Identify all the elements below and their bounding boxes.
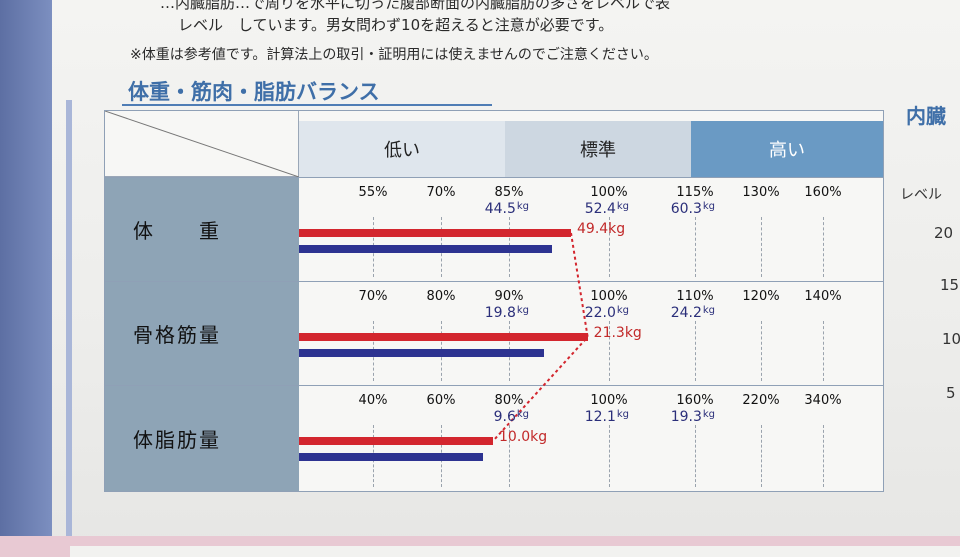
header-low: 低い [299, 121, 505, 177]
side-level-10: 10 [942, 330, 960, 348]
measured-value-bar [299, 333, 588, 341]
reference-kg-unit: kg [516, 409, 529, 420]
percent-tick-label: 100% [590, 289, 628, 304]
percent-tick-label: 120% [742, 289, 780, 304]
reference-kg-value: 44.5 [484, 201, 516, 217]
reference-kg-unit: kg [516, 305, 529, 316]
grid-line [695, 425, 696, 487]
reference-kg-value: 22.0 [584, 305, 616, 321]
percent-tick-label: 340% [804, 393, 842, 408]
reference-kg-label: 44.5kg [485, 201, 529, 217]
comparison-bar [299, 245, 552, 253]
row-divider [105, 177, 883, 178]
grid-line [509, 425, 510, 487]
percent-tick-label: 110% [676, 289, 714, 304]
grid-line [695, 321, 696, 381]
side-level-20: 20 [934, 224, 954, 242]
reference-kg-value: 12.1 [584, 409, 616, 425]
reference-kg-label: 9.6kg [494, 409, 529, 425]
reference-kg-unit: kg [616, 305, 629, 316]
percent-tick-label: 80% [426, 289, 456, 304]
percent-tick-label: 85% [494, 185, 524, 200]
reference-kg-label: 22.0kg [585, 305, 629, 321]
reference-kg-label: 52.4kg [585, 201, 629, 217]
row-divider [105, 385, 883, 386]
row-label-weight: 体 重 [105, 177, 299, 281]
grid-line [823, 217, 824, 277]
reference-kg-value: 52.4 [584, 201, 616, 217]
percent-tick-label: 90% [494, 289, 524, 304]
percent-tick-label: 100% [590, 185, 628, 200]
percent-tick-label: 80% [494, 393, 524, 408]
percent-tick-label: 60% [426, 393, 456, 408]
row-label-fat: 体脂肪量 [105, 385, 299, 491]
side-level-5: 5 [946, 384, 956, 402]
reference-kg-label: 19.3kg [671, 409, 715, 425]
grid-line [823, 425, 824, 487]
reference-kg-unit: kg [702, 305, 715, 316]
corner-cell [105, 111, 299, 177]
header-note-line1: …内臓脂肪…で周りを水平に切った腹部断面の内臓脂肪の多さをレベルで表 [160, 0, 671, 12]
reference-kg-value: 24.2 [670, 305, 702, 321]
reference-kg-label: 60.3kg [671, 201, 715, 217]
percent-tick-label: 160% [676, 393, 714, 408]
reference-kg-label: 24.2kg [671, 305, 715, 321]
comparison-bar [299, 349, 545, 357]
percent-tick-label: 100% [590, 393, 628, 408]
row-label-muscle: 骨格筋量 [105, 281, 299, 385]
bottom-paper-edge [70, 546, 960, 557]
header-note-line2: レベル しています。男女問わず10を超えると注意が必要です。 [178, 16, 614, 34]
header-standard: 標準 [505, 121, 691, 177]
measured-value-label: 10.0kg [499, 429, 548, 445]
reference-kg-unit: kg [702, 409, 715, 420]
reference-kg-unit: kg [616, 409, 629, 420]
grid-line [609, 217, 610, 277]
grid-line [609, 321, 610, 381]
measured-value-label: 49.4kg [577, 221, 626, 237]
measured-value-bar [299, 437, 493, 445]
grid-line [609, 425, 610, 487]
percent-tick-label: 130% [742, 185, 780, 200]
reference-kg-value: 19.8 [484, 305, 516, 321]
reference-kg-unit: kg [616, 201, 629, 212]
reference-kg-unit: kg [516, 201, 529, 212]
left-blue-band [0, 0, 52, 557]
reference-kg-value: 19.3 [670, 409, 702, 425]
percent-tick-label: 55% [358, 185, 388, 200]
percent-tick-label: 70% [426, 185, 456, 200]
section-title-underline [122, 104, 492, 106]
percent-tick-label: 70% [358, 289, 388, 304]
reference-kg-label: 19.8kg [485, 305, 529, 321]
left-page-rule [66, 100, 72, 540]
side-panel-title: 内臓 [906, 104, 946, 128]
percent-tick-label: 220% [742, 393, 780, 408]
reference-kg-value: 60.3 [670, 201, 702, 217]
side-level-label: レベル [900, 187, 942, 203]
header-high: 高い [691, 121, 883, 177]
measured-value-label: 21.3kg [593, 325, 642, 341]
grid-line [695, 217, 696, 277]
reference-kg-value: 9.6 [493, 409, 516, 425]
measured-value-bar [299, 229, 571, 237]
percent-tick-label: 140% [804, 289, 842, 304]
section-title: 体重・筋肉・脂肪バランス [128, 80, 380, 104]
reference-kg-unit: kg [702, 201, 715, 212]
reference-kg-label: 12.1kg [585, 409, 629, 425]
grid-line [761, 425, 762, 487]
side-level-15: 15 [940, 276, 960, 294]
header-note-disclaimer: ※体重は参考値です。計算法上の取引・証明用には使えませんのでご注意ください。 [130, 47, 658, 63]
grid-line [761, 217, 762, 277]
grid-line [761, 321, 762, 381]
percent-tick-label: 160% [804, 185, 842, 200]
grid-line [823, 321, 824, 381]
row-divider [105, 281, 883, 282]
percent-tick-label: 115% [676, 185, 714, 200]
balance-chart: 低い 標準 高い 体 重 骨格筋量 体脂肪量 55% 70% 85% 100% 115%… [104, 110, 884, 492]
comparison-bar [299, 453, 484, 461]
percent-tick-label: 40% [358, 393, 388, 408]
